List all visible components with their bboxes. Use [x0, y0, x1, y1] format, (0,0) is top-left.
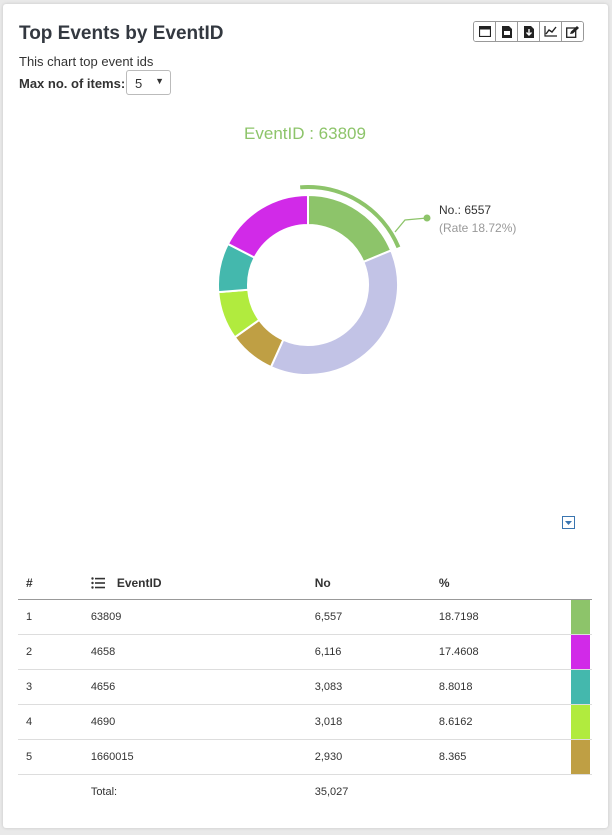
row-num: 5: [18, 739, 91, 775]
table-row: 3 4656 3,083 8.8018: [18, 669, 592, 705]
list-icon: [91, 577, 105, 589]
download-toggle-icon[interactable]: [562, 516, 575, 534]
row-color-swatch: [571, 635, 591, 669]
chart-title: EventID : 63809: [244, 124, 366, 143]
donut-chart: EventID : 63809 No.: 6557 (Rate 18.72%): [217, 124, 516, 376]
col-num: #: [18, 567, 91, 600]
row-no: 3,083: [314, 669, 439, 705]
window-icon[interactable]: [474, 22, 496, 41]
row-num: 2: [18, 634, 91, 670]
chart-subtitle: This chart top event ids: [19, 54, 154, 69]
total-value: 35,027: [314, 786, 349, 798]
slice-highlight-halo: [300, 185, 401, 249]
max-items-value: 5: [135, 76, 143, 91]
col-no: No: [314, 567, 439, 600]
row-no: 6,557: [314, 599, 439, 635]
chevron-down-icon: ▼: [155, 76, 164, 86]
donut-slice-other[interactable]: [269, 249, 399, 376]
edit-icon[interactable]: [562, 22, 583, 41]
page-title: Top Events by EventID: [19, 23, 224, 44]
tooltip-marker: [423, 214, 431, 222]
total-label: Total:: [90, 786, 118, 798]
download-icon[interactable]: [518, 22, 540, 41]
row-event-id: 63809: [90, 599, 315, 635]
row-pct: 8.8018: [438, 669, 572, 705]
row-pct: 17.4608: [438, 634, 572, 670]
max-items-label: Max no. of items:: [19, 76, 126, 91]
row-no: 2,930: [314, 739, 439, 775]
table-row: 4 4690 3,018 8.6162: [18, 704, 592, 740]
tooltip-connector: [394, 217, 428, 233]
row-pct: 18.7198: [438, 599, 572, 635]
row-event-id: 1660015: [90, 739, 315, 775]
chart-toolbar: [473, 21, 584, 42]
row-no: 3,018: [314, 704, 439, 740]
pdf-icon[interactable]: [496, 22, 518, 41]
data-table: # EventID No % 1 63809 6,557 18.7198: [18, 567, 592, 809]
row-color-swatch: [571, 670, 591, 704]
table-row: 1 63809 6,557 18.7198: [18, 599, 592, 635]
col-event-id-label: EventID: [116, 576, 162, 590]
table-total-row: Total: 35,027: [18, 775, 592, 810]
row-num: 3: [18, 669, 91, 705]
row-num: 4: [18, 704, 91, 740]
row-color-swatch: [571, 740, 591, 774]
row-no: 6,116: [314, 634, 439, 670]
row-event-id: 4656: [90, 669, 315, 705]
col-event-id[interactable]: EventID: [90, 567, 315, 600]
donut-slice-4658[interactable]: [226, 193, 309, 259]
row-event-id: 4690: [90, 704, 315, 740]
max-items-select[interactable]: 5 ▼: [126, 70, 171, 95]
chart-card: Top Events by EventID This chart top eve…: [3, 4, 608, 828]
table-header-row: # EventID No %: [18, 567, 592, 600]
row-pct: 8.365: [438, 739, 572, 775]
row-color-swatch: [571, 600, 591, 634]
donut-slice-63809[interactable]: [307, 193, 393, 264]
col-pct: %: [438, 567, 572, 600]
row-pct: 8.6162: [438, 704, 572, 740]
row-num: 1: [18, 599, 91, 635]
tooltip-value: No.: 6557: [439, 203, 491, 217]
table-row: 5 1660015 2,930 8.365: [18, 739, 592, 775]
row-color-swatch: [571, 705, 591, 739]
line-chart-icon[interactable]: [540, 22, 562, 41]
row-event-id: 4658: [90, 634, 315, 670]
col-color: [571, 567, 592, 600]
table-row: 2 4658 6,116 17.4608: [18, 634, 592, 670]
tooltip-rate: (Rate 18.72%): [439, 221, 516, 235]
